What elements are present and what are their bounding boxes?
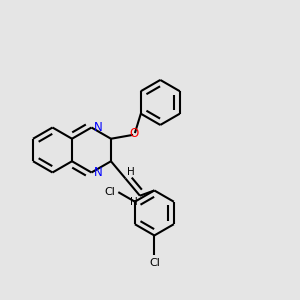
Text: Cl: Cl: [104, 187, 115, 197]
Text: H: H: [127, 167, 135, 177]
Text: N: N: [94, 121, 103, 134]
Text: N: N: [94, 166, 103, 179]
Text: H: H: [130, 197, 138, 207]
Text: O: O: [130, 127, 139, 140]
Text: Cl: Cl: [149, 258, 160, 268]
